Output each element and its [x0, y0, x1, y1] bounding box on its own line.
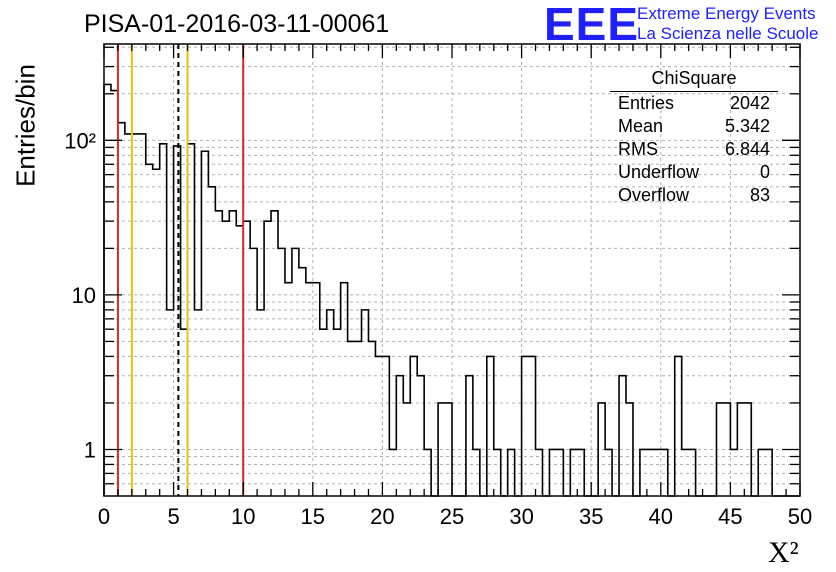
y-tick-label: 1	[84, 437, 96, 462]
stats-divider	[610, 91, 778, 92]
x-axis-label: X²	[768, 536, 799, 569]
stats-title: ChiSquare	[651, 68, 737, 88]
x-tick-label: 50	[788, 504, 812, 529]
stats-box: ChiSquare Entries 2042 Mean 5.342 RMS 6.…	[610, 64, 778, 210]
histogram	[103, 83, 800, 497]
stat-value: 6.844	[724, 139, 770, 159]
stat-row-underflow: Underflow 0	[618, 162, 770, 184]
x-tick-label: 15	[301, 504, 325, 529]
x-tick-label: 45	[718, 504, 742, 529]
axis-ticks	[103, 44, 801, 496]
y-axis-label: Entries/bin	[10, 64, 41, 187]
stat-value: 5.342	[724, 116, 770, 136]
stat-row-overflow: Overflow 83	[618, 185, 770, 207]
x-tick-label: 20	[370, 504, 394, 529]
stat-value: 2042	[729, 93, 770, 113]
eee-logo: EEE	[544, 0, 640, 50]
x-tick-label: 0	[98, 504, 110, 529]
grid-lines	[104, 44, 800, 496]
x-tick-label: 40	[649, 504, 673, 529]
chart-title: PISA-01-2016-03-11-00061	[84, 10, 390, 38]
x-tick-label: 30	[509, 504, 533, 529]
brand-line-1: Extreme Energy Events	[637, 4, 816, 23]
x-tick-label: 35	[579, 504, 603, 529]
stat-label: RMS	[618, 139, 658, 159]
stat-label: Underflow	[618, 162, 700, 182]
histogram-series	[103, 83, 800, 497]
stat-row-mean: Mean 5.342	[618, 116, 770, 138]
stat-label: Entries	[618, 93, 675, 113]
y-tick-label: 10	[72, 283, 96, 308]
x-tick-label: 10	[231, 504, 255, 529]
stat-value: 0	[759, 162, 770, 182]
stat-value: 83	[749, 185, 770, 205]
x-tick-label: 25	[440, 504, 464, 529]
tick-labels: 0 5 10 15 20 25 30 35 40 45 50 1 10 10²	[64, 128, 812, 529]
x-tick-label: 5	[167, 504, 179, 529]
reference-lines	[116, 44, 245, 496]
stat-row-rms: RMS 6.844	[618, 139, 770, 161]
y-tick-label: 10²	[64, 128, 96, 153]
stat-label: Overflow	[618, 185, 690, 205]
brand-line-2: La Scienza nelle Scuole	[637, 24, 819, 43]
stat-label: Mean	[618, 116, 664, 136]
stat-row-entries: Entries 2042	[618, 93, 770, 115]
